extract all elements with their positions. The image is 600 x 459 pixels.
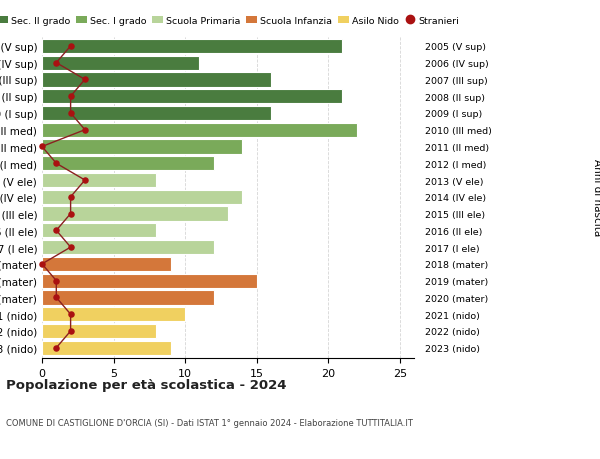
Point — [37, 261, 47, 268]
Point — [52, 60, 61, 67]
Point — [66, 43, 76, 50]
Point — [80, 127, 90, 134]
Point — [66, 194, 76, 201]
Bar — [42, 140, 242, 154]
Bar — [42, 106, 271, 121]
Bar — [42, 207, 228, 221]
Point — [52, 160, 61, 168]
Bar — [42, 90, 343, 104]
Bar — [42, 257, 171, 271]
Bar — [42, 123, 357, 138]
Bar — [42, 341, 171, 355]
Bar — [42, 174, 157, 188]
Point — [66, 244, 76, 251]
Point — [66, 93, 76, 101]
Text: COMUNE DI CASTIGLIONE D'ORCIA (SI) - Dati ISTAT 1° gennaio 2024 - Elaborazione T: COMUNE DI CASTIGLIONE D'ORCIA (SI) - Dat… — [6, 418, 413, 427]
Point — [52, 294, 61, 302]
Point — [52, 344, 61, 352]
Bar — [42, 190, 242, 204]
Bar — [42, 39, 343, 54]
Legend: Sec. II grado, Sec. I grado, Scuola Primaria, Scuola Infanzia, Asilo Nido, Stran: Sec. II grado, Sec. I grado, Scuola Prim… — [0, 17, 460, 26]
Point — [66, 210, 76, 218]
Bar — [42, 157, 214, 171]
Bar — [42, 324, 157, 338]
Bar — [42, 241, 214, 255]
Point — [80, 177, 90, 185]
Point — [66, 328, 76, 335]
Bar — [42, 274, 257, 288]
Bar — [42, 308, 185, 322]
Bar — [42, 224, 157, 238]
Text: Popolazione per età scolastica - 2024: Popolazione per età scolastica - 2024 — [6, 379, 287, 392]
Point — [52, 227, 61, 235]
Point — [37, 144, 47, 151]
Point — [80, 77, 90, 84]
Bar — [42, 56, 199, 71]
Bar — [42, 73, 271, 87]
Point — [66, 311, 76, 318]
Point — [52, 277, 61, 285]
Bar — [42, 291, 214, 305]
Text: Anni di nascita: Anni di nascita — [592, 159, 600, 236]
Point — [66, 110, 76, 118]
